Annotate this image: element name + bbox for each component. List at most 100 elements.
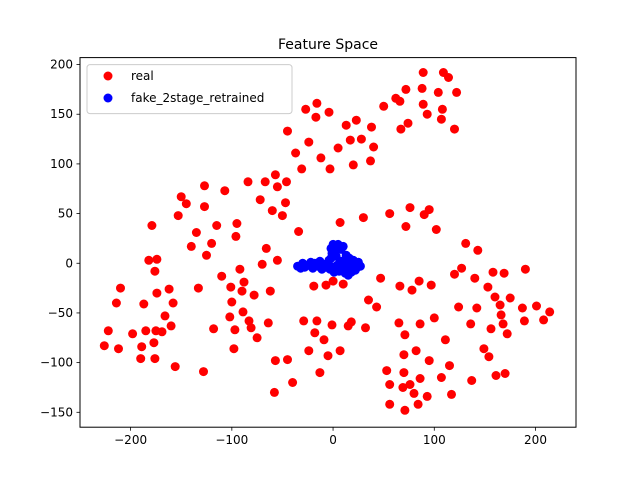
data-point-real xyxy=(385,399,395,409)
data-point-real xyxy=(415,319,425,329)
data-point-real xyxy=(283,126,292,136)
data-point-real xyxy=(396,124,406,134)
data-point-real xyxy=(231,231,241,241)
data-point-real xyxy=(152,288,162,298)
data-point-real xyxy=(265,286,275,296)
legend-label-fake: fake_2stage_retrained xyxy=(131,91,264,105)
data-point-real xyxy=(361,323,370,333)
y-tick-label: 100 xyxy=(50,157,73,171)
data-point-real xyxy=(147,221,157,230)
data-point-real xyxy=(149,338,159,348)
data-point-real xyxy=(283,355,292,365)
data-point-real xyxy=(229,344,239,354)
data-point-real xyxy=(238,307,248,317)
x-tick-label: 0 xyxy=(329,433,337,447)
data-point-real xyxy=(399,350,409,360)
data-point-real xyxy=(272,255,282,265)
data-point-real xyxy=(405,203,415,213)
data-point-real xyxy=(291,148,301,158)
data-point-real xyxy=(364,295,373,305)
chart-title: Feature Space xyxy=(278,37,378,53)
data-point-real xyxy=(310,328,320,338)
data-point-real xyxy=(261,243,271,253)
data-point-real xyxy=(376,273,386,283)
data-point-real xyxy=(411,346,421,356)
data-point-real xyxy=(311,112,321,122)
data-point-real xyxy=(150,266,160,276)
data-point-real xyxy=(128,329,138,339)
data-point-real xyxy=(495,300,505,310)
data-point-real xyxy=(424,356,434,366)
data-point-real xyxy=(335,218,345,227)
data-point-real xyxy=(226,282,236,292)
data-point-real xyxy=(470,273,480,283)
data-point-real xyxy=(199,367,208,377)
data-point-real xyxy=(160,311,170,321)
data-point-real xyxy=(539,315,549,325)
data-point-real xyxy=(227,297,237,307)
data-point-real xyxy=(316,153,326,163)
data-point-real xyxy=(304,137,314,147)
data-point-real xyxy=(301,104,311,114)
data-point-real xyxy=(277,211,287,221)
data-point-real xyxy=(519,316,529,326)
data-point-real xyxy=(312,316,322,326)
data-point-real xyxy=(230,325,240,335)
data-point-real xyxy=(356,134,366,144)
data-point-real xyxy=(457,263,467,273)
data-point-real xyxy=(267,206,277,216)
data-point-real xyxy=(173,211,183,221)
data-point-real xyxy=(200,181,209,191)
data-point-real xyxy=(407,285,417,295)
data-point-real xyxy=(450,269,459,279)
data-point-real xyxy=(181,199,191,209)
data-point-real xyxy=(445,361,454,371)
data-point-real xyxy=(479,344,489,354)
data-point-real xyxy=(304,346,314,356)
data-point-real xyxy=(168,298,178,308)
data-point-real xyxy=(217,271,227,281)
data-point-real xyxy=(328,276,338,286)
data-points xyxy=(99,68,555,415)
plot-frame xyxy=(79,57,577,428)
data-point-real xyxy=(144,255,154,265)
data-point-real xyxy=(395,281,405,291)
data-point-real xyxy=(323,351,333,361)
data-point-real xyxy=(345,135,355,145)
data-point-real xyxy=(235,264,245,274)
data-point-real xyxy=(157,327,167,337)
y-axis-ticks: −150 −100 −50 0 50 100 150 200 xyxy=(40,58,80,419)
data-point-real xyxy=(450,124,459,134)
data-point-real xyxy=(246,323,256,333)
data-point-real xyxy=(422,109,432,119)
data-point-real xyxy=(532,301,541,311)
data-point-real xyxy=(338,279,348,289)
data-point-real xyxy=(170,362,180,372)
data-point-real xyxy=(309,281,319,291)
data-point-real xyxy=(207,238,217,248)
data-point-real xyxy=(114,344,123,354)
y-tick-label: −150 xyxy=(40,405,73,419)
data-point-real xyxy=(367,122,376,132)
data-point-real xyxy=(372,302,382,312)
data-point-real xyxy=(382,366,392,376)
data-point-real xyxy=(358,213,368,223)
y-tick-label: −100 xyxy=(40,356,73,370)
data-point-real xyxy=(399,368,409,378)
data-point-real xyxy=(502,329,512,339)
data-point-real xyxy=(260,177,270,187)
data-point-real xyxy=(394,318,404,328)
data-point-real xyxy=(186,241,196,251)
y-tick-label: 0 xyxy=(65,256,73,270)
data-point-real xyxy=(472,303,482,313)
data-point-real xyxy=(282,177,291,187)
data-point-real xyxy=(398,383,408,392)
data-point-real xyxy=(327,320,337,330)
data-point-real xyxy=(500,369,510,378)
data-point-real xyxy=(252,333,262,343)
x-tick-label: 100 xyxy=(423,433,446,447)
data-point-real xyxy=(400,330,410,340)
data-point-real xyxy=(299,316,309,326)
data-point-real xyxy=(137,342,147,352)
